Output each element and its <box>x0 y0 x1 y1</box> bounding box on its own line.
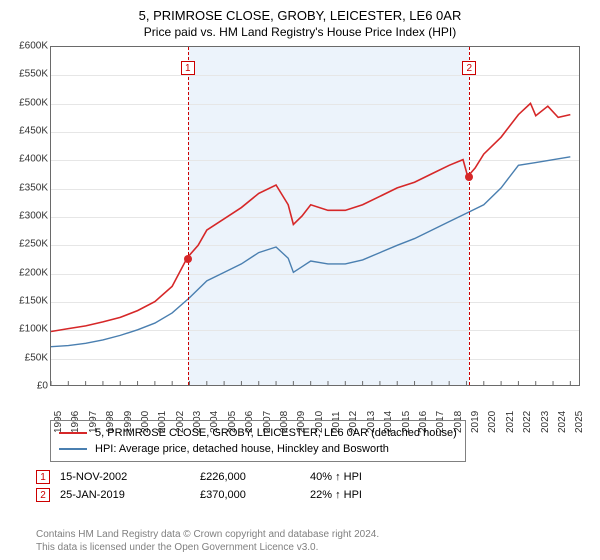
x-axis-label: 2019 <box>470 411 481 433</box>
attribution-line2: This data is licensed under the Open Gov… <box>36 541 379 554</box>
y-axis-label: £50K <box>10 352 48 363</box>
y-axis-label: £400K <box>10 154 48 165</box>
sale-date-2: 25-JAN-2019 <box>60 489 190 501</box>
x-axis-label: 2022 <box>522 411 533 433</box>
y-axis-label: £100K <box>10 324 48 335</box>
sale-row-1: 1 15-NOV-2002 £226,000 40% ↑ HPI <box>36 468 430 486</box>
y-axis-label: £500K <box>10 97 48 108</box>
sale-date-1: 15-NOV-2002 <box>60 471 190 483</box>
chart-container: 12 £0£50K£100K£150K£200K£250K£300K£350K£… <box>10 46 590 416</box>
sale-dot <box>184 255 192 263</box>
sale-hpi-1: 40% ↑ HPI <box>310 471 430 483</box>
legend-swatch-hpi <box>59 448 87 450</box>
y-axis-label: £350K <box>10 182 48 193</box>
legend-label-hpi: HPI: Average price, detached house, Hinc… <box>95 443 389 455</box>
x-axis-label: 2024 <box>557 411 568 433</box>
y-axis-label: £150K <box>10 296 48 307</box>
legend-label-property: 5, PRIMROSE CLOSE, GROBY, LEICESTER, LE6… <box>95 427 457 439</box>
title-subtitle: Price paid vs. HM Land Registry's House … <box>0 23 600 39</box>
sale-marker-line <box>469 47 470 385</box>
sale-price-1: £226,000 <box>200 471 300 483</box>
x-axis-label: 2023 <box>540 411 551 433</box>
chart-svg <box>51 47 579 385</box>
sale-row-2: 2 25-JAN-2019 £370,000 22% ↑ HPI <box>36 486 430 504</box>
y-axis-label: £250K <box>10 239 48 250</box>
attribution: Contains HM Land Registry data © Crown c… <box>36 528 379 554</box>
y-axis-label: £0 <box>10 381 48 392</box>
y-axis-label: £450K <box>10 126 48 137</box>
sale-marker-line <box>188 47 189 385</box>
y-axis-label: £600K <box>10 41 48 52</box>
legend-swatch-property <box>59 432 87 434</box>
sales-table: 1 15-NOV-2002 £226,000 40% ↑ HPI 2 25-JA… <box>36 468 430 504</box>
attribution-line1: Contains HM Land Registry data © Crown c… <box>36 528 379 541</box>
chart-title: 5, PRIMROSE CLOSE, GROBY, LEICESTER, LE6… <box>0 0 600 39</box>
sale-badge-1: 1 <box>36 470 50 484</box>
x-axis-label: 2021 <box>505 411 516 433</box>
x-axis-label: 2020 <box>487 411 498 433</box>
y-axis-label: £300K <box>10 211 48 222</box>
sale-marker-badge: 1 <box>181 61 195 75</box>
x-axis-label: 2025 <box>574 411 585 433</box>
plot-area: 12 <box>50 46 580 386</box>
series-hpi <box>51 157 570 347</box>
sale-price-2: £370,000 <box>200 489 300 501</box>
legend: 5, PRIMROSE CLOSE, GROBY, LEICESTER, LE6… <box>50 420 466 462</box>
y-axis-label: £200K <box>10 267 48 278</box>
sale-marker-badge: 2 <box>462 61 476 75</box>
legend-row-hpi: HPI: Average price, detached house, Hinc… <box>59 441 457 457</box>
y-axis-label: £550K <box>10 69 48 80</box>
sale-dot <box>465 173 473 181</box>
series-property <box>51 103 570 331</box>
legend-row-property: 5, PRIMROSE CLOSE, GROBY, LEICESTER, LE6… <box>59 425 457 441</box>
sale-badge-2: 2 <box>36 488 50 502</box>
sale-hpi-2: 22% ↑ HPI <box>310 489 430 501</box>
title-address: 5, PRIMROSE CLOSE, GROBY, LEICESTER, LE6… <box>0 8 600 23</box>
